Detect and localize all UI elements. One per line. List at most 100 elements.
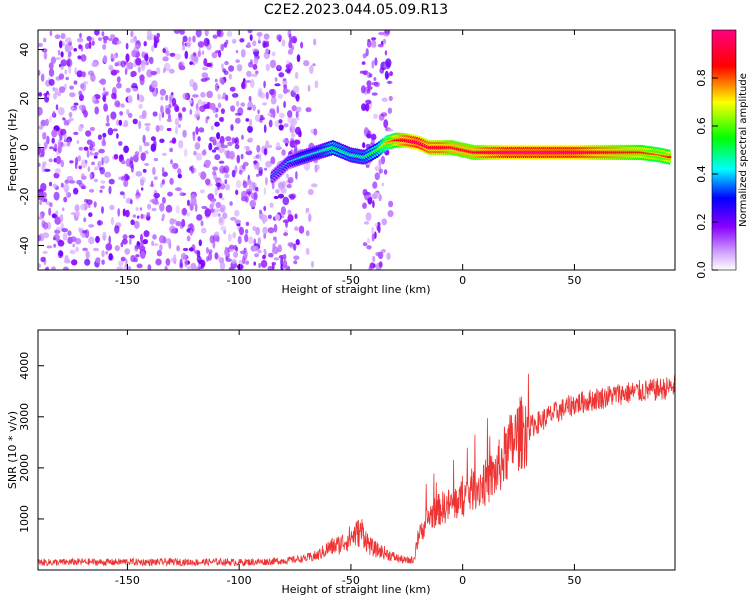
spectrogram-noise-blob xyxy=(312,63,316,67)
spectrogram-noise-blob xyxy=(182,129,187,138)
spectrogram-noise-blob xyxy=(73,48,77,52)
spectrogram-noise-blob xyxy=(103,155,110,164)
spectrogram-noise-blob xyxy=(91,161,95,166)
spectrogram-noise-blob xyxy=(245,188,253,195)
spectrogram-noise-blob xyxy=(366,40,372,48)
spectrogram-noise-blob xyxy=(101,259,105,265)
spectrogram-noise-blob xyxy=(192,94,199,98)
spectrogram-noise-blob xyxy=(175,105,180,112)
spectrogram-noise-blob xyxy=(145,61,149,66)
snr-frame xyxy=(38,330,675,570)
spectrogram-noise-blob xyxy=(139,176,146,184)
spectrogram-noise-blob xyxy=(116,40,122,45)
spectrogram-noise-blob xyxy=(255,70,259,75)
spectrogram-noise-blob xyxy=(205,77,211,81)
spectrogram-noise-blob xyxy=(48,207,52,216)
spectrogram-noise-blob xyxy=(175,204,180,214)
spectrogram-noise-blob xyxy=(228,266,235,270)
spectrogram-noise-blob xyxy=(129,199,133,205)
spectrogram-noise-blob xyxy=(109,204,115,211)
spectrogram-noise-blob xyxy=(67,59,71,65)
spectrogram-noise-blob xyxy=(140,213,144,219)
spectrogram-noise-blob xyxy=(188,99,193,104)
spectrogram-noise-blob xyxy=(282,80,288,85)
spectrogram-noise-blob xyxy=(219,135,225,145)
spectrogram-noise-blob xyxy=(362,202,367,209)
spectrogram-noise-blob xyxy=(193,52,197,57)
spectrogram-noise-blob xyxy=(295,117,300,121)
spectrogram-noise-blob xyxy=(135,194,140,200)
spectrogram-noise-blob xyxy=(281,39,286,47)
spectrogram-noise-blob xyxy=(116,133,119,139)
spectrogram-noise-blob xyxy=(204,159,212,167)
spectrogram-noise-blob xyxy=(87,70,95,76)
spectrogram-noise-blob xyxy=(269,108,276,115)
chart-title: C2E2.2023.044.05.09.R13 xyxy=(264,2,448,18)
spectrogram-noise-blob xyxy=(377,251,384,260)
spectrogram-noise-blob xyxy=(40,119,47,127)
spectrogram-noise-blob xyxy=(212,170,217,176)
spectrogram-noise-blob xyxy=(73,102,79,106)
spectrogram-noise-blob xyxy=(152,111,158,117)
spectrogram-noise-blob xyxy=(159,203,165,212)
spectrogram-noise-blob xyxy=(212,34,218,39)
spectrogram-noise-blob xyxy=(361,61,366,65)
spectrogram-noise-blob xyxy=(197,99,203,105)
spectrogram-noise-blob xyxy=(218,117,224,122)
spectrogram-noise-blob xyxy=(381,97,388,102)
spectrogram-noise-blob xyxy=(48,68,55,77)
spectrogram-noise-blob xyxy=(142,168,147,173)
colorbar-tick-label: 0.6 xyxy=(695,117,708,135)
spectrogram-noise-blob xyxy=(273,223,278,233)
spectrogram-noise-blob xyxy=(258,92,266,99)
spectrogram-noise-blob xyxy=(125,42,129,50)
spectrogram-noise-blob xyxy=(150,136,156,142)
spectrogram-noise-blob xyxy=(247,30,253,34)
spectrogram-noise-blob xyxy=(144,163,150,166)
colorbar-tick-label: 0.4 xyxy=(695,165,708,183)
spectrogram-noise-blob xyxy=(194,142,201,150)
spectrogram-noise-blob xyxy=(208,252,213,261)
spectrogram-noise-blob xyxy=(257,87,263,94)
spectrogram-noise-blob xyxy=(253,57,259,65)
spectrogram-noise-blob xyxy=(290,133,296,137)
spectrogram-noise-blob xyxy=(48,115,52,123)
spectrogram-noise-blob xyxy=(274,214,281,221)
spectrogram-noise-blob xyxy=(216,30,222,37)
spectrogram-noise-blob xyxy=(245,221,250,226)
tick-label: -50 xyxy=(342,274,360,287)
spectrogram-noise-blob xyxy=(227,233,232,242)
snr-series-line xyxy=(38,373,675,567)
spectrogram-noise-blob xyxy=(150,180,154,188)
spectrogram-noise-blob xyxy=(214,121,220,127)
spectrogram-noise-blob xyxy=(368,264,372,270)
spectrogram-noise-blob xyxy=(379,168,384,174)
spectrogram-noise-blob xyxy=(309,65,314,74)
spectrogram-noise-blob xyxy=(130,219,135,226)
spectrogram-noise-blob xyxy=(175,221,182,227)
spectrogram-noise-blob xyxy=(54,57,62,61)
spectrogram-noise-blob xyxy=(88,188,95,193)
spectrogram-noise-blob xyxy=(64,255,69,264)
spectrogram-noise-blob xyxy=(103,103,108,112)
spectrogram-noise-blob xyxy=(245,145,250,152)
spectrogram-noise-blob xyxy=(43,141,48,150)
spectrogram-noise-blob xyxy=(220,204,226,213)
spectrogram-noise-blob xyxy=(218,213,221,217)
spectrogram-noise-blob xyxy=(383,119,389,129)
spectrogram-noise-blob xyxy=(270,88,277,98)
spectrogram-noise-blob xyxy=(156,249,162,257)
spectrogram-noise-blob xyxy=(151,45,155,52)
spectrogram-noise-blob xyxy=(95,235,100,244)
spectrogram-noise-blob xyxy=(71,259,78,266)
spectrogram-noise-blob xyxy=(125,87,131,93)
tick-label: -40 xyxy=(18,237,31,255)
spectrogram-noise-blob xyxy=(292,85,300,94)
spectrogram-noise-blob xyxy=(169,52,176,57)
spectrogram-noise-blob xyxy=(118,119,123,126)
spectrogram-noise-blob xyxy=(215,182,222,187)
spectrogram-noise-blob xyxy=(103,55,108,63)
spectrogram-noise-blob xyxy=(108,37,113,42)
spectrogram-noise-blob xyxy=(165,107,171,115)
spectrogram-noise-blob xyxy=(158,112,162,122)
